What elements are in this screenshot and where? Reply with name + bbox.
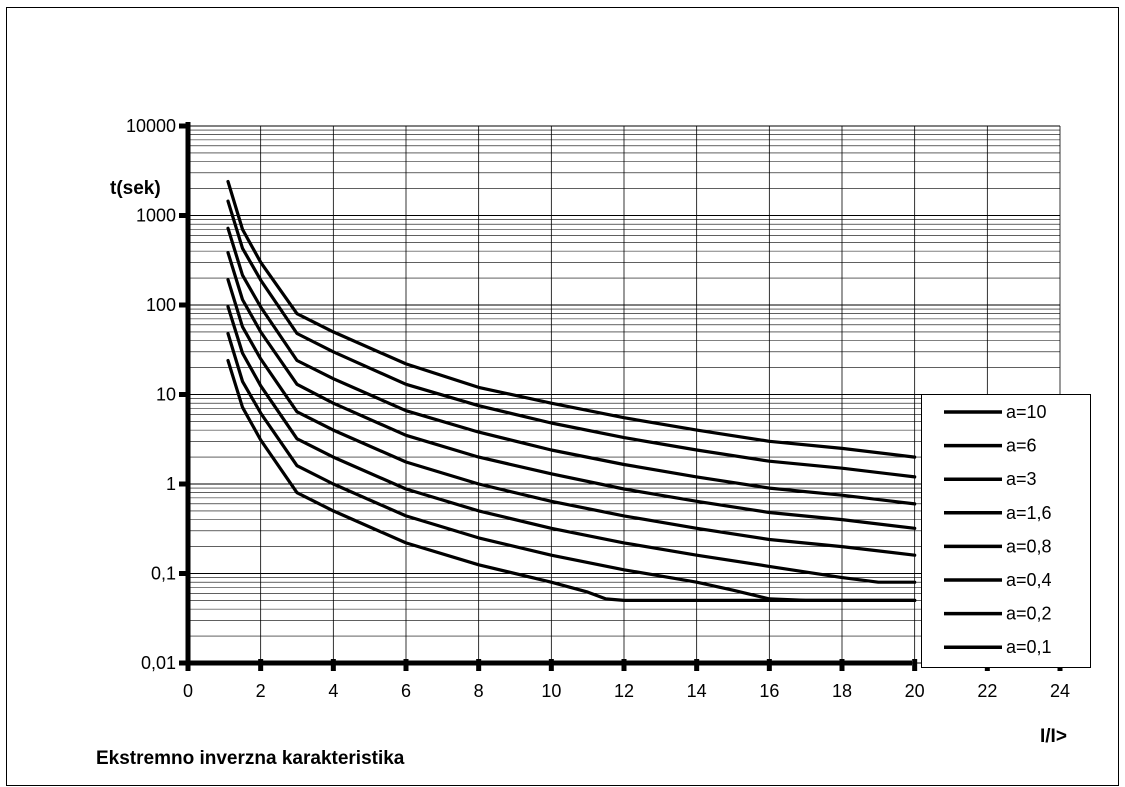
legend-label: a=0,4 xyxy=(1006,570,1052,590)
x-tick-label: 12 xyxy=(614,681,634,701)
x-tick-label: 18 xyxy=(832,681,852,701)
series-line-1 xyxy=(226,179,917,459)
y-tick-label: 10 xyxy=(156,385,176,405)
y-axis-label: t(sek) xyxy=(110,178,161,199)
legend-label: a=1,6 xyxy=(1006,503,1052,523)
axes xyxy=(179,122,1063,671)
x-tick-label: 22 xyxy=(977,681,997,701)
x-tick-label: 0 xyxy=(183,681,193,701)
series-line-6 xyxy=(226,305,917,584)
x-tick-label: 14 xyxy=(687,681,707,701)
legend-label: a=10 xyxy=(1006,402,1047,422)
y-tick-label: 100 xyxy=(146,295,176,315)
series-line-2 xyxy=(226,199,917,479)
series-line-8 xyxy=(226,358,917,602)
y-tick-label: 1000 xyxy=(136,206,176,226)
legend-box xyxy=(921,394,1091,668)
legend: a=10 a=6 a=3 a=1,6 a=0,8 a=0,4 a=0,2 a=0,1 xyxy=(921,394,1091,668)
legend-label: a=0,2 xyxy=(1006,604,1052,624)
legend-label: a=3 xyxy=(1006,469,1037,489)
y-tick-label: 10000 xyxy=(126,116,176,136)
x-tick-labels: 0 2 4 6 8 10 12 14 16 18 20 22 24 xyxy=(183,681,1070,701)
x-tick-label: 16 xyxy=(759,681,779,701)
x-tick-label: 6 xyxy=(401,681,411,701)
y-tick-label: 0,01 xyxy=(141,653,176,673)
y-tick-label: 1 xyxy=(166,474,176,494)
legend-label: a=0,1 xyxy=(1006,637,1052,657)
x-tick-label: 24 xyxy=(1050,681,1070,701)
legend-label: a=6 xyxy=(1006,436,1037,456)
series-line-5 xyxy=(226,278,917,557)
series-line-3 xyxy=(226,226,917,506)
x-tick-label: 2 xyxy=(256,681,266,701)
series-line-4 xyxy=(226,251,917,530)
series-lines xyxy=(226,179,917,602)
x-tick-label: 8 xyxy=(474,681,484,701)
chart-title: Ekstremno inverzna karakteristika xyxy=(96,748,405,769)
legend-label: a=0,8 xyxy=(1006,536,1052,556)
x-axis-label: I/I> xyxy=(1040,726,1067,747)
x-tick-label: 20 xyxy=(905,681,925,701)
x-tick-label: 10 xyxy=(541,681,561,701)
y-tick-labels: 0,01 0,1 1 10 100 1000 10000 xyxy=(126,116,176,673)
y-tick-label: 0,1 xyxy=(151,564,176,584)
x-tick-label: 4 xyxy=(328,681,338,701)
